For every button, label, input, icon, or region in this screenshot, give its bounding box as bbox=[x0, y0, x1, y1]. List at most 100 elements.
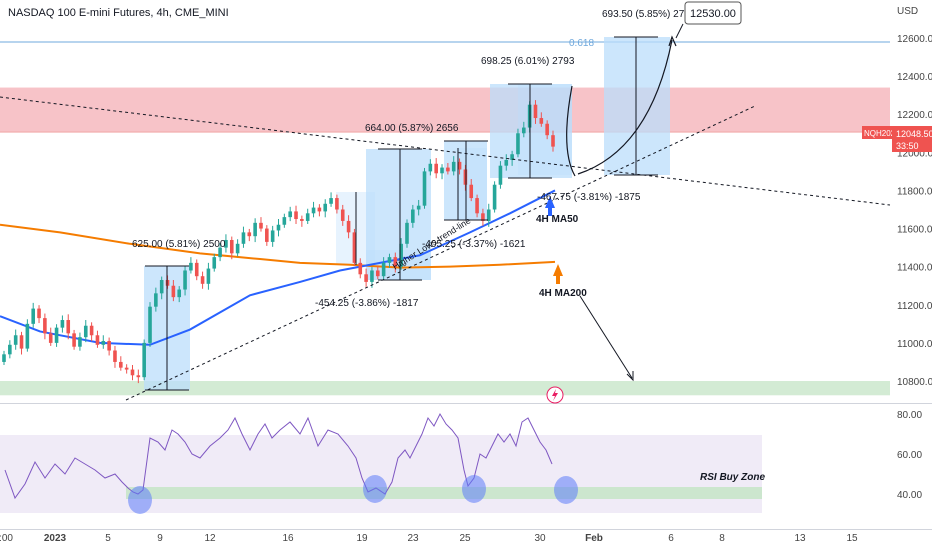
time-tick-7: 23 bbox=[407, 533, 419, 544]
candle-body-0 bbox=[2, 354, 6, 362]
candle-body-58 bbox=[340, 209, 345, 221]
candle-body-8 bbox=[48, 333, 53, 343]
time-tick-5: 16 bbox=[282, 533, 294, 544]
candle-body-82 bbox=[481, 213, 485, 221]
candle-body-67 bbox=[393, 257, 398, 267]
candle-body-24 bbox=[142, 342, 146, 378]
candle-body-59 bbox=[346, 220, 351, 233]
candle-body-10 bbox=[60, 320, 65, 328]
candle-body-26 bbox=[154, 293, 158, 307]
time-tick-8: 25 bbox=[459, 533, 471, 544]
candle-body-35 bbox=[206, 268, 211, 284]
time-tick-10: Feb bbox=[585, 533, 603, 544]
price-tick-2: 12200.00 bbox=[897, 110, 932, 121]
candle-body-36 bbox=[212, 257, 217, 269]
candle-body-21 bbox=[124, 367, 129, 370]
candle-body-12 bbox=[72, 333, 76, 347]
candle-body-14 bbox=[83, 325, 88, 338]
candle-body-76 bbox=[446, 167, 450, 172]
candle-body-71 bbox=[416, 205, 421, 210]
drop-label-3: -467.75 (-3.81%) -1875 bbox=[537, 192, 641, 203]
price-axis-area bbox=[890, 0, 932, 530]
higher-lows-trendline bbox=[125, 105, 756, 401]
price-badge bbox=[892, 126, 932, 152]
time-tick-6: 19 bbox=[356, 533, 368, 544]
candle-body-77 bbox=[451, 161, 456, 172]
candle-body-50 bbox=[294, 211, 298, 220]
rsi-buy-circle-3 bbox=[462, 475, 486, 503]
candle-body-55 bbox=[323, 203, 328, 212]
candle-body-79 bbox=[463, 169, 468, 185]
candle-body-38 bbox=[224, 239, 228, 248]
candle-body-18 bbox=[107, 340, 111, 351]
candle-body-69 bbox=[405, 222, 409, 244]
down-projection-arrow bbox=[579, 295, 633, 379]
candle-body-7 bbox=[43, 318, 47, 334]
candle-body-68 bbox=[399, 243, 403, 267]
candle-body-39 bbox=[229, 239, 234, 254]
candle-body-20 bbox=[119, 361, 123, 368]
rsi-line bbox=[4, 412, 553, 500]
candle-body-63 bbox=[370, 270, 374, 282]
price-tick-0: 12600.00 bbox=[897, 34, 932, 45]
measure-box-2 bbox=[366, 149, 431, 280]
candle-body-89 bbox=[521, 127, 526, 134]
candle-body-66 bbox=[387, 257, 392, 263]
price-tick-8: 11000.00 bbox=[897, 339, 932, 350]
candle-body-74 bbox=[434, 163, 438, 174]
candle-body-2 bbox=[13, 335, 18, 345]
ma200-label: 4H MA200 bbox=[539, 288, 587, 299]
candle-body-5 bbox=[31, 308, 36, 324]
candle-body-81 bbox=[475, 198, 479, 214]
rsi-buy-circle-4 bbox=[554, 476, 578, 504]
candle-body-13 bbox=[78, 337, 82, 347]
target-callout-value: 12530.00 bbox=[690, 8, 736, 20]
candle-body-75 bbox=[440, 167, 444, 174]
rsi-zone-label: RSI Buy Zone bbox=[700, 472, 765, 483]
rsi-tick-2: 40.00 bbox=[897, 490, 922, 501]
time-tick-0: :00 bbox=[0, 533, 13, 544]
candle-body-51 bbox=[300, 219, 304, 221]
fib-label: 0.618 bbox=[569, 38, 594, 49]
time-tick-2: 5 bbox=[105, 533, 111, 544]
measure-box-4 bbox=[490, 84, 572, 178]
candle-body-41 bbox=[241, 232, 246, 244]
candle-body-6 bbox=[37, 308, 41, 319]
candle-body-80 bbox=[469, 184, 474, 199]
candle-body-9 bbox=[54, 327, 59, 343]
projection-arrow-head bbox=[668, 35, 677, 47]
candle-body-11 bbox=[66, 320, 71, 334]
price-tick-1: 12400.00 bbox=[897, 72, 932, 83]
ma50-line bbox=[0, 189, 556, 346]
candle-body-28 bbox=[165, 280, 170, 286]
down-projection-arrowhead bbox=[626, 371, 634, 382]
time-tick-12: 8 bbox=[719, 533, 725, 544]
candle-body-78 bbox=[457, 161, 462, 170]
candle-body-62 bbox=[364, 274, 368, 282]
drop-label-2: -405.25 (-3.37%) -1621 bbox=[422, 239, 526, 250]
candle-body-49 bbox=[288, 211, 292, 218]
price-tick-5: 11600.00 bbox=[897, 225, 932, 236]
candle-body-16 bbox=[95, 335, 100, 345]
price-tick-9: 10800.00 bbox=[897, 377, 932, 388]
candle-body-31 bbox=[183, 270, 187, 290]
candle-body-25 bbox=[148, 306, 152, 343]
rsi-buy-circle-2 bbox=[363, 475, 387, 503]
candle-body-44 bbox=[259, 222, 263, 229]
candle-body-54 bbox=[317, 207, 322, 212]
candle-body-92 bbox=[539, 118, 544, 124]
time-tick-13: 13 bbox=[794, 533, 806, 544]
candle-body-85 bbox=[498, 165, 503, 185]
ma200-line bbox=[0, 223, 556, 269]
price-tick-6: 11400.00 bbox=[897, 263, 932, 274]
candle-body-72 bbox=[422, 171, 427, 206]
candle-body-86 bbox=[504, 159, 509, 166]
candle-body-56 bbox=[329, 198, 333, 204]
price-badge-value: 12048.50 bbox=[896, 129, 932, 139]
measure-label-3: 698.25 (6.01%) 2793 bbox=[481, 56, 575, 67]
candle-body-70 bbox=[411, 209, 415, 223]
candle-body-1 bbox=[8, 344, 12, 355]
currency-label: USD bbox=[897, 6, 918, 17]
candle-body-17 bbox=[101, 340, 106, 345]
